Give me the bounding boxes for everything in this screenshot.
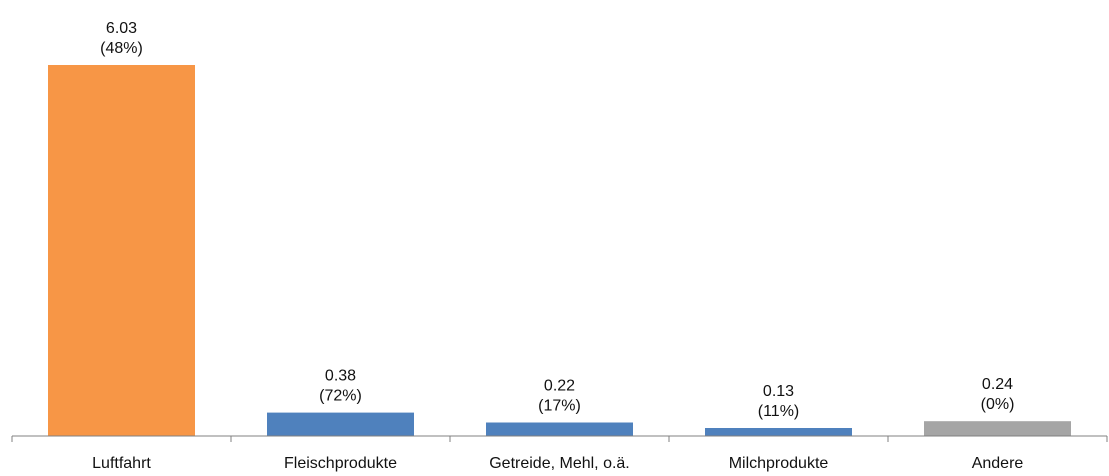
value-label-0: 6.03 [106, 20, 137, 37]
x-axis-ticks [11, 436, 1108, 442]
percent-label-1: (72%) [319, 388, 362, 405]
percent-label-2: (17%) [538, 398, 581, 415]
bar-0 [48, 65, 195, 436]
category-label-1: Fleischprodukte [284, 455, 397, 472]
percent-label-0: (48%) [100, 40, 143, 57]
bars-group [48, 65, 1071, 436]
bar-2 [486, 422, 633, 436]
percent-label-4: (0%) [981, 396, 1015, 413]
category-label-2: Getreide, Mehl, o.ä. [489, 455, 630, 472]
category-label-3: Milchprodukte [729, 455, 829, 472]
value-label-1: 0.38 [325, 368, 356, 385]
bar-3 [705, 428, 852, 436]
value-label-3: 0.13 [763, 383, 794, 400]
bar-1 [267, 412, 414, 436]
value-label-4: 0.24 [982, 376, 1013, 393]
category-label-0: Luftfahrt [92, 455, 151, 472]
bar-4 [924, 421, 1071, 436]
value-label-2: 0.22 [544, 378, 575, 395]
percent-label-3: (11%) [758, 403, 800, 420]
category-labels-group: Luftfahrt Fleischprodukte Getreide, Mehl, … [92, 455, 1023, 472]
data-labels-group: 6.03 (48%) 0.38 (72%) 0.22 (17%) 0.13 (11%) 0.24… [100, 20, 1014, 420]
category-label-4: Andere [972, 455, 1024, 472]
